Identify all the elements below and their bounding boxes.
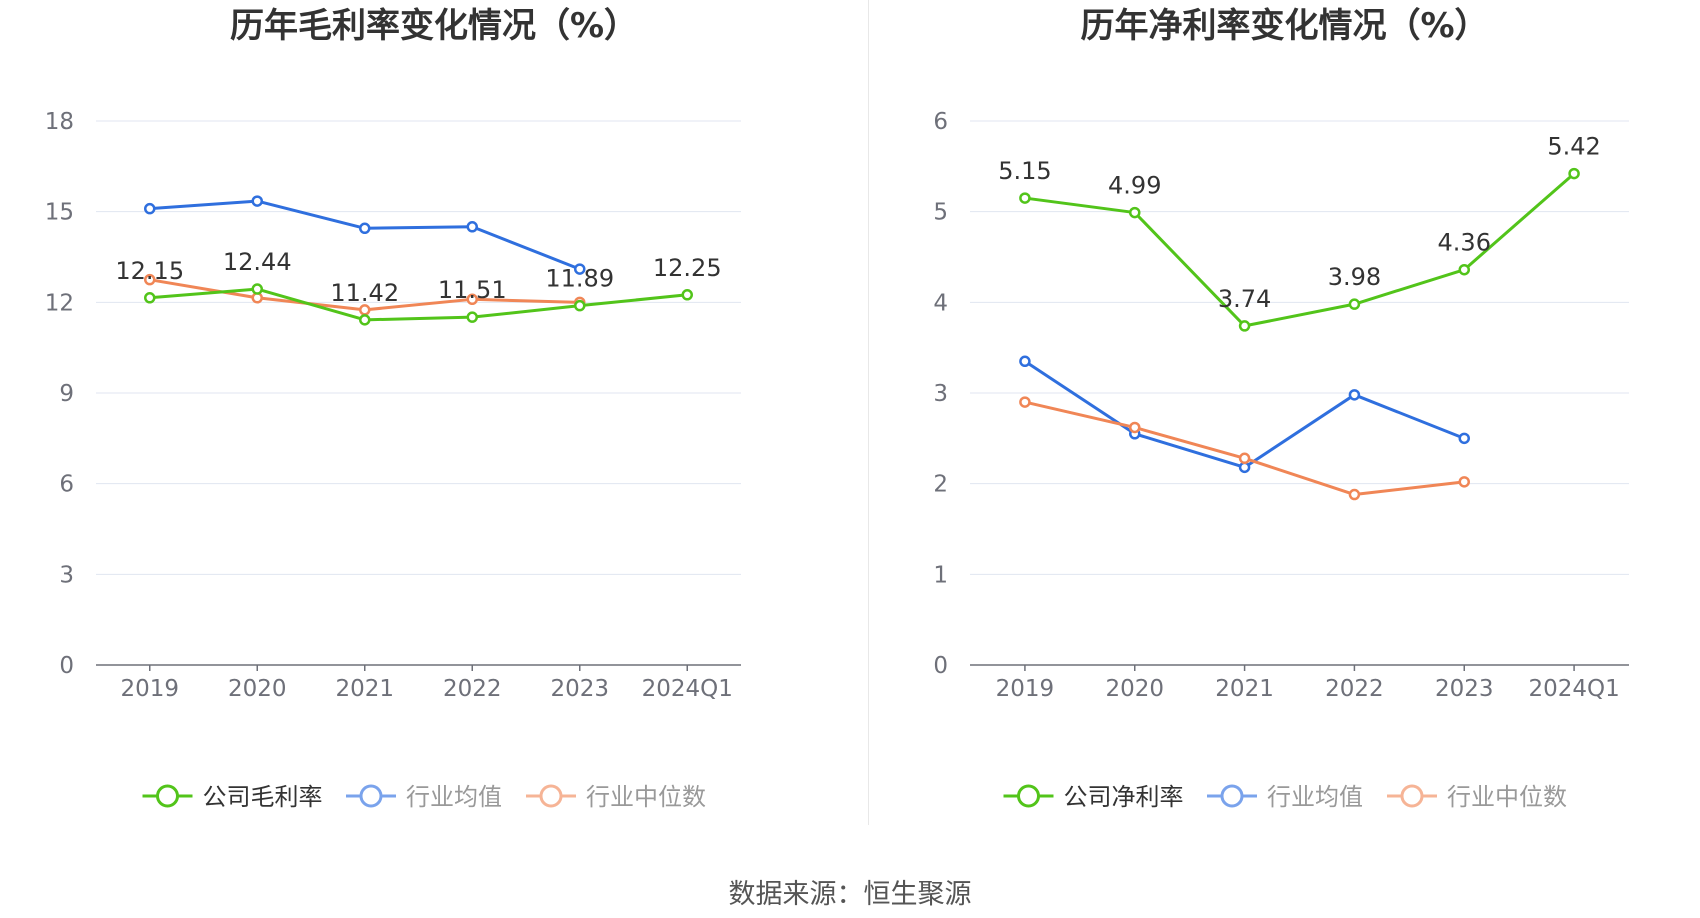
net-legend-label: 行业中位数 — [1447, 783, 1567, 811]
gross-data-label: 12.15 — [115, 257, 184, 285]
net-x-tick-label: 2022 — [1325, 676, 1384, 702]
net-data-point — [1019, 192, 1031, 204]
net-legend-label: 行业均值 — [1267, 783, 1363, 811]
net-series-line-2 — [1024, 400, 1465, 497]
gross-data-point — [144, 273, 156, 286]
net-data-point — [1129, 421, 1141, 434]
net-legend-item-1[interactable]: 行业均值 — [1207, 783, 1363, 811]
net-legend-label: 公司净利率 — [1064, 783, 1184, 811]
gross-data-label: 12.44 — [223, 248, 292, 276]
net-data-label: 4.36 — [1438, 229, 1491, 257]
net-data-label: 3.98 — [1328, 263, 1381, 291]
gross-margin-chart-title: 历年毛利率变化情况（%） — [229, 6, 639, 46]
gross-legend-item-0[interactable]: 公司毛利率 — [142, 783, 323, 811]
gross-data-point — [466, 293, 478, 306]
net-series-line-0 — [1024, 172, 1576, 328]
net-x-tick-label: 2024Q1 — [1528, 676, 1619, 702]
data-source-text: 数据来源：恒生聚源 — [728, 879, 972, 910]
net-x-tick-label: 2019 — [996, 676, 1055, 702]
gross-data-label: 11.42 — [330, 279, 399, 307]
net-data-point — [1238, 452, 1251, 465]
net-data-point — [1348, 488, 1361, 501]
net-y-tick-label: 6 — [933, 109, 948, 135]
gross-data-point — [681, 289, 693, 301]
net-data-point — [1458, 476, 1470, 488]
gross-data-point — [359, 314, 371, 326]
gross-data-point — [144, 202, 156, 215]
net-data-point — [1348, 389, 1361, 401]
gross-y-tick-label: 0 — [59, 653, 74, 679]
net-data-point — [1348, 298, 1361, 310]
net-data-label: 3.74 — [1218, 285, 1271, 313]
gross-data-label: 12.25 — [653, 254, 722, 282]
gross-legend-swatch-marker — [156, 784, 179, 808]
net-data-point — [1019, 355, 1031, 368]
gross-x-tick-label: 2023 — [550, 676, 609, 702]
net-data-point — [1129, 206, 1141, 219]
gross-legend-label: 行业中位数 — [586, 783, 706, 811]
gross-x-tick-label: 2024Q1 — [642, 676, 733, 702]
net-legend-swatch-marker — [1017, 784, 1040, 808]
net-legend-swatch-marker — [1400, 784, 1424, 808]
gross-x-tick-label: 2021 — [335, 676, 394, 702]
net-series-line-1 — [1024, 360, 1465, 469]
net-legend-item-2[interactable]: 行业中位数 — [1387, 783, 1567, 811]
chart-divider — [868, 0, 869, 825]
net-y-tick-label: 0 — [933, 653, 948, 679]
gross-data-point — [574, 299, 586, 312]
gross-y-tick-label: 15 — [45, 200, 74, 226]
net-margin-chart: 0 1 2 3 4 5 6 2019 2020 2021 2022 2023 2024Q1 5.15 4.9… — [933, 109, 1629, 811]
net-y-tick-label: 4 — [933, 290, 948, 316]
net-legend-swatch-marker — [1220, 784, 1244, 808]
net-data-label: 4.99 — [1108, 172, 1161, 200]
gross-data-point — [251, 283, 263, 295]
net-data-point — [1238, 461, 1251, 474]
net-x-tick-label: 2020 — [1105, 676, 1164, 702]
gross-margin-chart: 0 3 6 9 12 15 18 2019 2020 2021 2022 2023 2024Q1 12.1… — [45, 109, 741, 811]
gross-series-line-0 — [149, 287, 688, 322]
gross-data-point — [466, 311, 478, 323]
net-data-point — [1568, 167, 1580, 180]
gross-data-label: 11.51 — [438, 276, 507, 304]
gross-data-point — [359, 222, 371, 235]
net-data-point — [1019, 396, 1031, 408]
net-data-point — [1458, 263, 1470, 276]
gross-data-label: 11.89 — [545, 265, 614, 293]
net-y-tick-label: 3 — [933, 381, 948, 407]
gross-x-tick-label: 2022 — [443, 676, 502, 702]
gross-x-tick-label: 2020 — [228, 676, 287, 702]
gross-legend-item-1[interactable]: 行业均值 — [346, 783, 502, 811]
gross-data-point — [574, 263, 586, 275]
gross-legend-swatch-marker — [539, 784, 563, 808]
gross-y-tick-label: 18 — [45, 109, 74, 135]
gross-data-point — [144, 292, 156, 304]
net-data-point — [1238, 320, 1251, 332]
net-data-label: 5.42 — [1547, 133, 1600, 161]
gross-x-tick-label: 2019 — [120, 676, 179, 702]
gross-legend-label: 行业均值 — [406, 783, 502, 811]
net-legend-item-0[interactable]: 公司净利率 — [1003, 783, 1184, 811]
net-y-tick-label: 1 — [933, 562, 948, 588]
net-x-tick-label: 2023 — [1435, 676, 1494, 702]
gross-y-tick-label: 9 — [59, 381, 74, 407]
net-data-label: 5.15 — [998, 157, 1051, 185]
gross-y-tick-label: 6 — [59, 472, 74, 498]
gross-y-tick-label: 12 — [45, 290, 74, 316]
gross-legend-label: 公司毛利率 — [203, 783, 323, 811]
net-margin-chart-title: 历年净利率变化情况（%） — [1080, 6, 1489, 46]
net-data-point — [1458, 432, 1470, 445]
gross-data-point — [251, 195, 263, 207]
gross-legend-swatch-marker — [359, 784, 383, 808]
gross-legend-item-2[interactable]: 行业中位数 — [526, 783, 706, 811]
gross-data-point — [466, 221, 478, 233]
gross-y-tick-label: 3 — [59, 562, 74, 588]
net-y-tick-label: 5 — [933, 200, 948, 226]
net-x-tick-label: 2021 — [1215, 676, 1274, 702]
net-y-tick-label: 2 — [933, 472, 948, 498]
